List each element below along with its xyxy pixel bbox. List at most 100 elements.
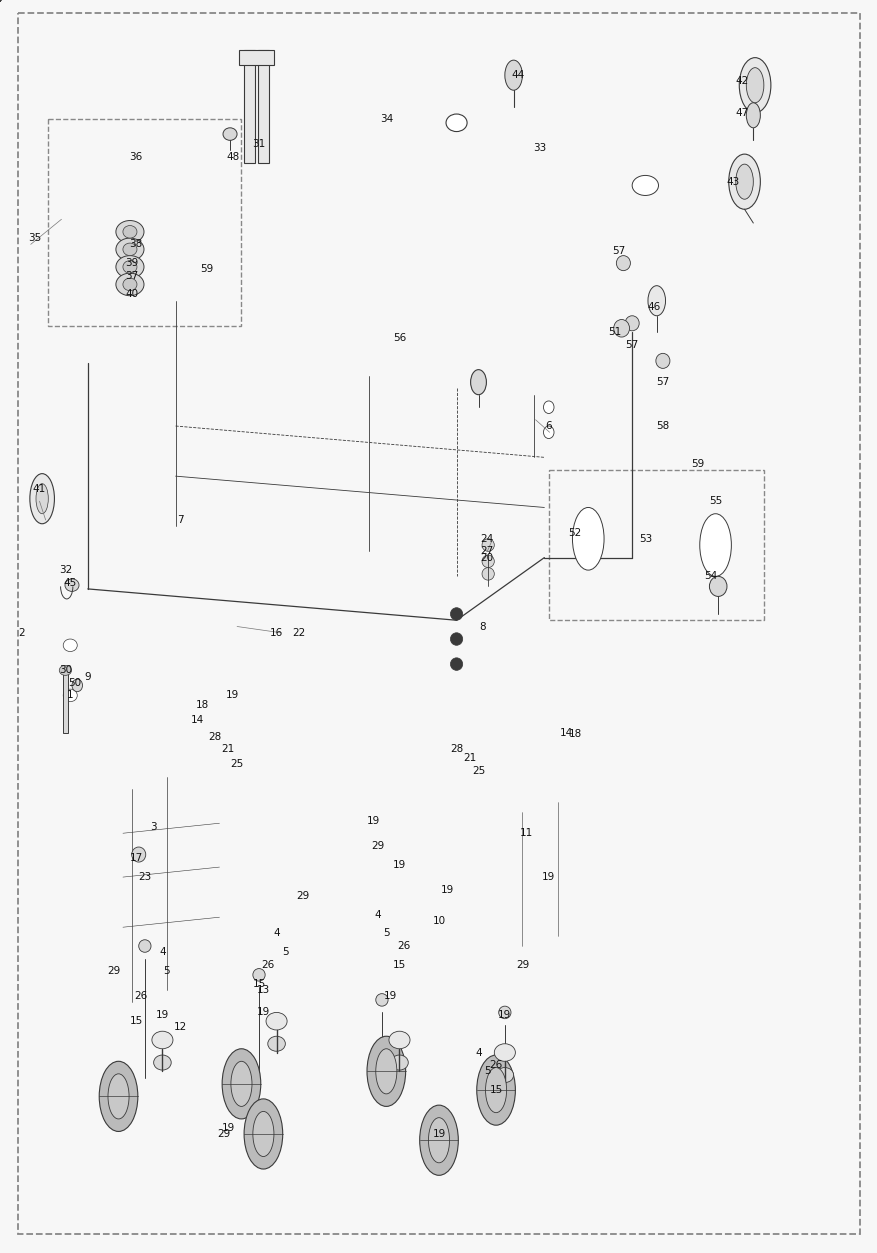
Ellipse shape: [72, 679, 82, 692]
Text: 4: 4: [474, 1048, 481, 1058]
Ellipse shape: [428, 1118, 449, 1163]
Ellipse shape: [728, 154, 759, 209]
Text: 2: 2: [18, 628, 25, 638]
Ellipse shape: [123, 278, 137, 291]
Text: 29: 29: [217, 1129, 231, 1139]
Text: 20: 20: [481, 553, 493, 563]
Text: 29: 29: [370, 841, 384, 851]
Ellipse shape: [419, 1105, 458, 1175]
Text: 43: 43: [725, 177, 739, 187]
Text: 13: 13: [256, 985, 270, 995]
Ellipse shape: [745, 68, 763, 103]
Text: 19: 19: [256, 1007, 270, 1017]
Ellipse shape: [116, 256, 144, 278]
Ellipse shape: [738, 58, 770, 113]
Ellipse shape: [572, 507, 603, 570]
Text: 5: 5: [483, 1066, 490, 1076]
Ellipse shape: [108, 1074, 129, 1119]
Ellipse shape: [498, 1006, 510, 1019]
Text: 42: 42: [734, 76, 748, 86]
Text: 19: 19: [440, 885, 454, 895]
Text: 40: 40: [125, 289, 138, 299]
Text: 21: 21: [221, 744, 235, 754]
Text: 46: 46: [646, 302, 660, 312]
Ellipse shape: [99, 1061, 138, 1131]
Text: 54: 54: [703, 571, 717, 581]
Text: 57: 57: [611, 246, 625, 256]
Text: 29: 29: [296, 891, 310, 901]
Text: 22: 22: [291, 628, 305, 638]
Ellipse shape: [36, 484, 48, 514]
Ellipse shape: [375, 1049, 396, 1094]
Ellipse shape: [481, 568, 494, 580]
Ellipse shape: [496, 1068, 513, 1083]
Text: 5: 5: [282, 947, 289, 957]
Text: 26: 26: [260, 960, 275, 970]
Text: 29: 29: [515, 960, 529, 970]
Text: 8: 8: [479, 621, 486, 632]
Ellipse shape: [153, 1055, 171, 1070]
Text: 21: 21: [462, 753, 476, 763]
Text: 14: 14: [190, 715, 204, 725]
Ellipse shape: [494, 1044, 515, 1061]
Ellipse shape: [450, 658, 462, 670]
Text: 50: 50: [68, 678, 81, 688]
Ellipse shape: [470, 370, 486, 395]
Ellipse shape: [389, 1031, 410, 1049]
Text: 19: 19: [225, 690, 239, 700]
Text: 19: 19: [497, 1010, 511, 1020]
Text: 19: 19: [155, 1010, 169, 1020]
Text: 35: 35: [28, 233, 42, 243]
Ellipse shape: [613, 320, 629, 337]
Ellipse shape: [709, 576, 726, 596]
Text: 1: 1: [67, 690, 74, 700]
Text: 57: 57: [655, 377, 669, 387]
Text: 16: 16: [269, 628, 283, 638]
Ellipse shape: [481, 555, 494, 568]
Text: 17: 17: [129, 853, 143, 863]
Text: 52: 52: [567, 528, 581, 538]
Ellipse shape: [63, 639, 77, 652]
Text: 5: 5: [382, 928, 389, 938]
Text: 6: 6: [545, 421, 552, 431]
Text: 15: 15: [392, 960, 406, 970]
Ellipse shape: [745, 103, 759, 128]
Ellipse shape: [375, 994, 388, 1006]
Ellipse shape: [367, 1036, 405, 1106]
Ellipse shape: [485, 1068, 506, 1113]
Text: 41: 41: [32, 484, 46, 494]
Text: 18: 18: [195, 700, 209, 710]
Text: 26: 26: [396, 941, 410, 951]
Text: 9: 9: [84, 672, 91, 682]
Text: 3: 3: [150, 822, 157, 832]
Text: 19: 19: [541, 872, 555, 882]
Ellipse shape: [543, 401, 553, 413]
Text: 57: 57: [624, 340, 638, 350]
Ellipse shape: [543, 426, 553, 439]
Text: 14: 14: [559, 728, 573, 738]
Ellipse shape: [116, 273, 144, 296]
Ellipse shape: [504, 60, 522, 90]
Text: 12: 12: [173, 1022, 187, 1032]
Ellipse shape: [450, 608, 462, 620]
Text: 28: 28: [449, 744, 463, 754]
Bar: [63, 670, 68, 733]
Text: 28: 28: [208, 732, 222, 742]
Text: 26: 26: [488, 1060, 503, 1070]
Text: 19: 19: [392, 860, 406, 870]
Text: 10: 10: [432, 916, 445, 926]
Ellipse shape: [231, 1061, 252, 1106]
Ellipse shape: [63, 689, 77, 702]
Ellipse shape: [65, 579, 79, 591]
Text: 51: 51: [607, 327, 621, 337]
Bar: [244, 50, 254, 163]
Ellipse shape: [244, 1099, 282, 1169]
Ellipse shape: [253, 1111, 274, 1157]
Text: 32: 32: [59, 565, 73, 575]
Text: 19: 19: [431, 1129, 446, 1139]
Ellipse shape: [123, 226, 137, 238]
Text: 25: 25: [230, 759, 244, 769]
Text: 34: 34: [379, 114, 393, 124]
Ellipse shape: [139, 940, 151, 952]
Text: 4: 4: [273, 928, 280, 938]
